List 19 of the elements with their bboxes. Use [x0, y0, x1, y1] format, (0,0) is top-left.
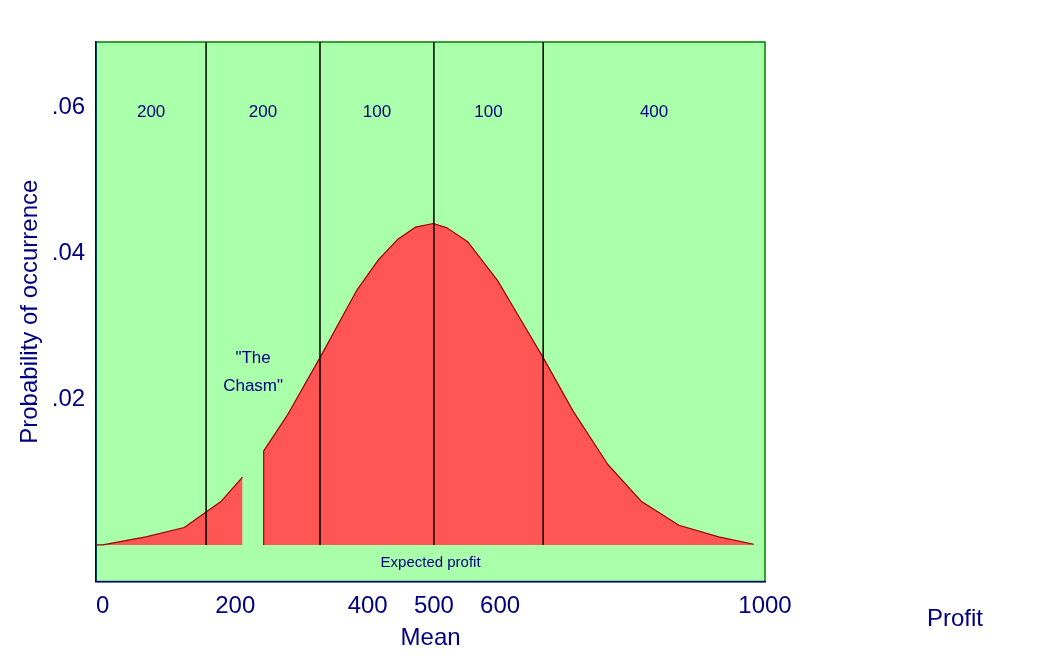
y-axis-title: Probability of occurrence [15, 179, 43, 444]
y-tick-label: .06 [51, 92, 86, 120]
annotation: "The Chasm" [223, 347, 284, 395]
x-tick-label: 1000 [738, 591, 792, 619]
x-tick-label: 600 [480, 591, 521, 619]
x-axis-title: Mean [400, 623, 461, 651]
y-tick-label: .04 [51, 238, 86, 266]
x-tick-label: 500 [413, 591, 454, 619]
annotation: 100 [474, 101, 503, 121]
annotation: 100 [362, 101, 392, 121]
annotation: 200 [136, 101, 166, 121]
annotation: Expected profit [380, 553, 482, 571]
x-tick-label: 200 [215, 591, 256, 619]
y-tick-label: .02 [51, 383, 86, 411]
annotation: 200 [248, 101, 278, 121]
x-tick-label: 400 [347, 591, 388, 619]
annotation: 400 [639, 101, 669, 121]
text: Profit [926, 604, 984, 632]
x-tick-label: 0 [96, 591, 110, 619]
